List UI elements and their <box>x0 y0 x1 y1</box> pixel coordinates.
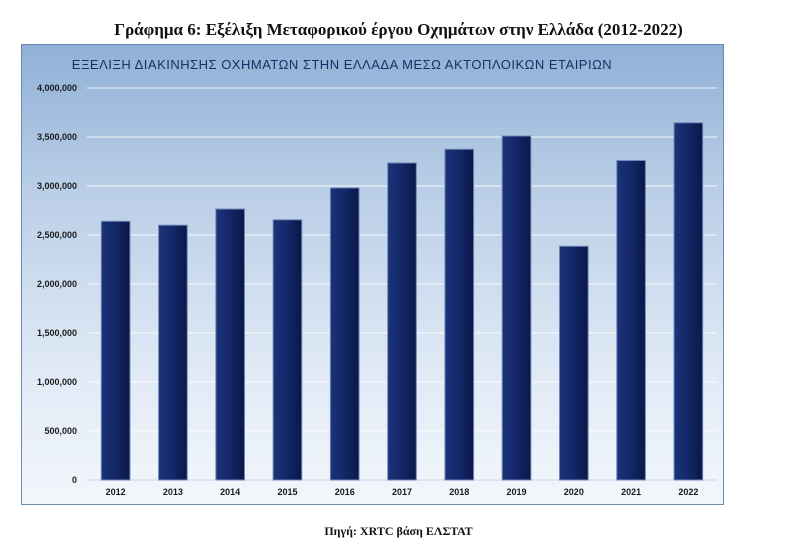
y-tick-label: 3,500,000 <box>37 132 77 142</box>
y-tick-label: 500,000 <box>44 426 77 436</box>
y-tick-label: 3,000,000 <box>37 181 77 191</box>
bar-2021 <box>616 160 646 481</box>
x-tick-label: 2012 <box>106 487 126 497</box>
bar-2013 <box>158 224 188 481</box>
bar-2014 <box>215 208 245 481</box>
y-tick-label: 1,500,000 <box>37 328 77 338</box>
bar-chart: 0 500,000 1,000,000 1,500,000 2,000,000 2,500… <box>37 83 717 497</box>
bar-2015 <box>272 219 303 481</box>
bar-2018 <box>444 148 475 481</box>
y-tick-label: 2,000,000 <box>37 279 77 289</box>
x-tick-label: 2013 <box>163 487 183 497</box>
x-tick-label: 2022 <box>678 487 698 497</box>
bar-2012 <box>100 220 131 481</box>
y-tick-label: 2,500,000 <box>37 230 77 240</box>
y-tick-label: 1,000,000 <box>37 377 77 387</box>
figure-source: Πηγή: XRTC βάση ΕΛΣΤΑΤ <box>324 524 473 538</box>
x-tick-label: 2017 <box>392 487 412 497</box>
x-tick-label: 2014 <box>220 487 240 497</box>
bar-2017 <box>387 162 417 481</box>
y-tick-label: 4,000,000 <box>37 83 77 93</box>
x-tick-label: 2019 <box>507 487 527 497</box>
x-tick-label: 2020 <box>564 487 584 497</box>
bar-2016 <box>329 187 360 481</box>
x-tick-label: 2015 <box>277 487 297 497</box>
chart-frame: ΕΞΕΛΙΞΗ ΔΙΑΚΙΝΗΣΗΣ ΟΧΗΜΑΤΩΝ ΣΤΗΝ ΕΛΛΑΔΑ … <box>21 44 724 505</box>
bar-2022 <box>673 122 704 481</box>
bar-2019 <box>501 135 532 481</box>
x-tick-label: 2021 <box>621 487 641 497</box>
figure-caption: Γράφημα 6: Εξέλιξη Μεταφορικού έργου Οχη… <box>114 20 683 39</box>
y-tick-label: 0 <box>72 475 77 485</box>
chart-title: ΕΞΕΛΙΞΗ ΔΙΑΚΙΝΗΣΗΣ ΟΧΗΜΑΤΩΝ ΣΤΗΝ ΕΛΛΑΔΑ … <box>71 57 613 72</box>
bar-2020 <box>559 245 589 481</box>
x-tick-label: 2016 <box>335 487 355 497</box>
x-tick-label: 2018 <box>449 487 469 497</box>
